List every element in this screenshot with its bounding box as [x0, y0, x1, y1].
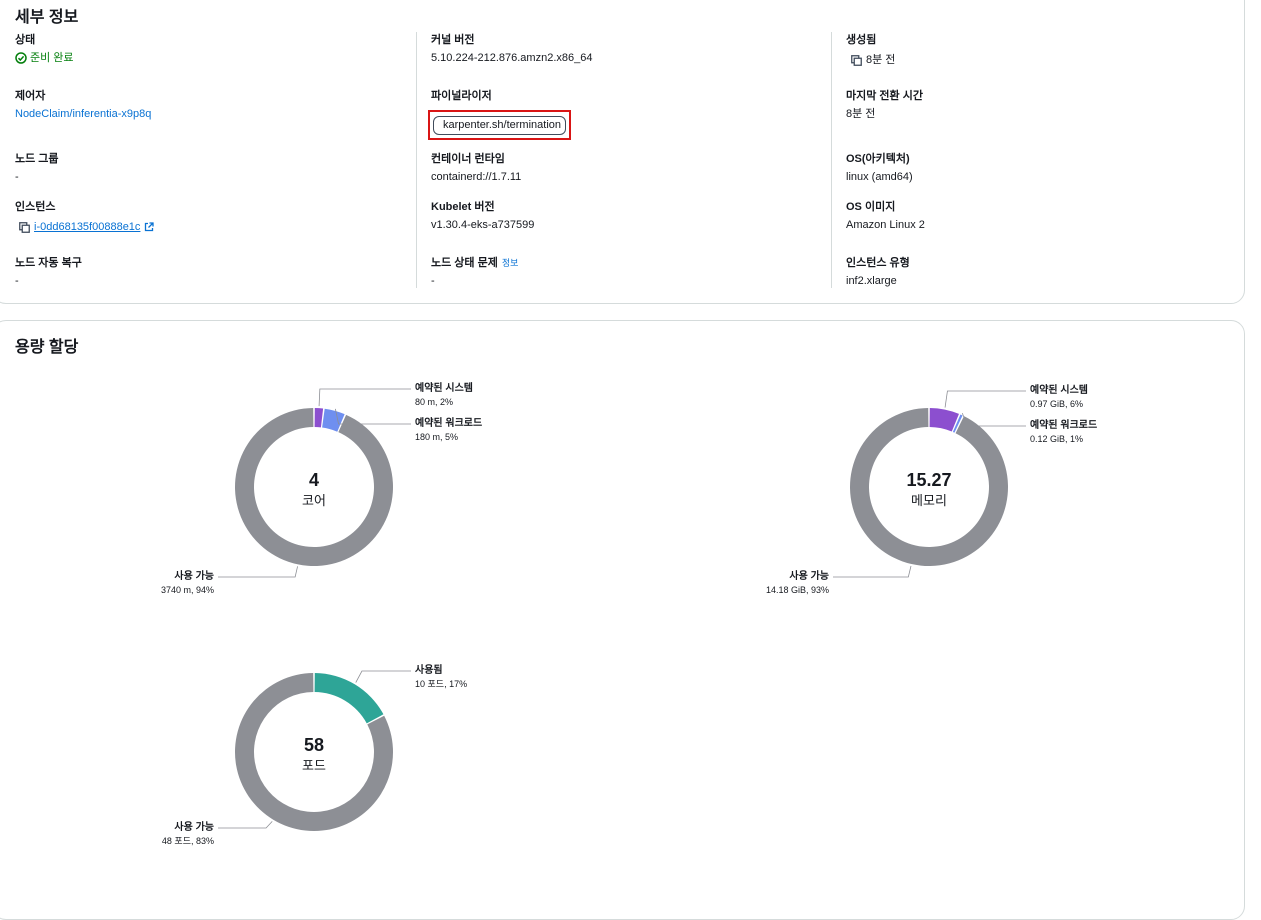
cpu-segment-2[interactable] — [322, 408, 345, 432]
cpu-segment-value: 3740 m, 94% — [161, 585, 214, 595]
external-link-icon[interactable] — [144, 222, 155, 232]
field-label: 노드 그룹 — [15, 153, 59, 165]
memory-segment-name: 예약된 워크로드 — [1030, 418, 1097, 431]
field-health-issues: 노드 상태 문제 정보 - — [431, 256, 518, 288]
info-link[interactable]: 정보 — [501, 258, 519, 268]
memory-segment-name: 예약된 시스템 — [1030, 383, 1088, 396]
pods-donut-chart: 사용됨 10 포드, 17% 사용 가능 48 포드, 83% 58 포드 — [162, 663, 467, 846]
field-label: 제어자 — [15, 90, 46, 102]
controller-link[interactable]: NodeClaim/inferentia-x9p8q — [15, 108, 152, 120]
pods-center-value: 58 — [304, 735, 324, 755]
column-divider — [831, 32, 832, 288]
field-label: OS 이미지 — [846, 201, 896, 213]
field-value: - — [15, 171, 19, 183]
created-value: 8분 전 — [846, 53, 895, 67]
memory-segment-value: 0.97 GiB, 6% — [1030, 399, 1083, 409]
instance-link[interactable]: i-0dd68135f00888e1c — [34, 221, 141, 233]
success-check-icon — [15, 52, 27, 64]
cpu-leader-line-1 — [318, 388, 411, 407]
finalizer-highlight: karpenter.sh/termination — [428, 110, 572, 140]
details-title: 세부 정보 — [15, 9, 79, 26]
memory-segment-value: 0.12 GiB, 1% — [1030, 434, 1083, 444]
pods-segment-name: 사용 가능 — [174, 820, 214, 833]
field-created: 생성됨 8분 전 — [846, 33, 895, 67]
field-label: OS(아키텍처) — [846, 153, 910, 165]
pods-segment-1[interactable] — [314, 673, 384, 724]
field-label: 마지막 전환 시간 — [846, 90, 923, 102]
field-kernel: 커널 버전 5.10.224-212.876.amzn2.x86_64 — [431, 33, 592, 65]
memory-donut-chart: 예약된 시스템 0.97 GiB, 6% 예약된 워크로드 0.12 GiB, 1% 사… — [766, 383, 1097, 595]
field-auto-repair: 노드 자동 복구 - — [15, 256, 82, 288]
memory-segment-1[interactable] — [929, 408, 959, 432]
pods-segment-value: 48 포드, 83% — [162, 836, 214, 846]
capacity-charts: 예약된 시스템 80 m, 2% 예약된 워크로드 180 m, 5% 사용 가능 374… — [161, 381, 1097, 846]
field-last-transition: 마지막 전환 시간 8분 전 — [846, 89, 923, 121]
field-os-arch: OS(아키텍처) linux (amd64) — [846, 152, 913, 184]
field-value: v1.30.4-eks-a737599 — [431, 219, 535, 231]
field-label: 인스턴스 유형 — [846, 257, 910, 269]
cpu-segment-value: 180 m, 5% — [415, 432, 458, 442]
pods-segment-name: 사용됨 — [415, 663, 443, 676]
field-instance-type: 인스턴스 유형 inf2.xlarge — [846, 256, 910, 288]
instance-value: i-0dd68135f00888e1c — [15, 220, 155, 234]
field-label: 생성됨 — [846, 34, 877, 46]
field-finalizer: 파이널라이저 karpenter.sh/termination — [428, 89, 572, 140]
pods-center-unit: 포드 — [302, 758, 326, 773]
field-label: 상태 — [15, 34, 36, 46]
copy-icon[interactable] — [19, 221, 30, 233]
field-value: inf2.xlarge — [846, 275, 897, 287]
cpu-leader-line-3 — [218, 566, 298, 578]
memory-leader-line-3 — [833, 565, 912, 578]
field-kubelet: Kubelet 버전 v1.30.4-eks-a737599 — [431, 200, 534, 232]
memory-segment-2[interactable] — [952, 414, 963, 433]
field-value: - — [431, 275, 435, 287]
health-issues-label: 노드 상태 문제 — [431, 257, 498, 269]
field-label: 인스턴스 — [15, 201, 56, 213]
cpu-segment-value: 80 m, 2% — [415, 397, 453, 407]
field-value: linux (amd64) — [846, 171, 913, 183]
field-label: 노드 상태 문제 정보 — [431, 256, 518, 270]
finalizer-badge: karpenter.sh/termination — [433, 116, 567, 135]
details-card — [0, 0, 1245, 304]
status-text: 준비 완료 — [30, 52, 74, 64]
field-status: 상태 준비 완료 — [15, 33, 74, 65]
field-label: Kubelet 버전 — [431, 201, 495, 213]
memory-segment-name: 사용 가능 — [789, 569, 829, 582]
field-container-runtime: 컨테이너 런타임 containerd://1.7.11 — [431, 152, 521, 184]
memory-center-value: 15.27 — [906, 470, 951, 490]
memory-center-unit: 메모리 — [911, 493, 947, 508]
cpu-segment-name: 사용 가능 — [174, 569, 214, 582]
field-value: containerd://1.7.11 — [431, 171, 522, 183]
pods-segment-value: 10 포드, 17% — [415, 679, 467, 689]
column-divider — [416, 32, 417, 288]
field-label: 컨테이너 런타임 — [431, 153, 505, 165]
memory-leader-line-1 — [944, 390, 1026, 408]
cpu-donut-chart: 예약된 시스템 80 m, 2% 예약된 워크로드 180 m, 5% 사용 가능 374… — [161, 381, 482, 595]
cpu-center-unit: 코어 — [302, 493, 326, 508]
pods-leader-line-1 — [355, 670, 411, 683]
field-label: 파이널라이저 — [431, 90, 492, 102]
cpu-segment-1[interactable] — [314, 408, 324, 428]
cpu-leader-line-2 — [334, 408, 411, 425]
field-value: 8분 전 — [846, 108, 876, 120]
capacity-title: 용량 할당 — [15, 339, 79, 356]
created-text: 8분 전 — [866, 54, 896, 66]
pods-leader-line-2 — [218, 821, 273, 829]
cpu-segment-name: 예약된 시스템 — [415, 381, 473, 394]
field-instance: 인스턴스 i-0dd68135f00888e1c — [15, 200, 155, 234]
field-controller: 제어자 NodeClaim/inferentia-x9p8q — [15, 89, 151, 121]
cpu-segment-name: 예약된 워크로드 — [415, 416, 482, 429]
field-node-group: 노드 그룹 - — [15, 152, 59, 184]
field-value: 5.10.224-212.876.amzn2.x86_64 — [431, 52, 593, 64]
copy-icon[interactable] — [851, 54, 862, 66]
field-label: 노드 자동 복구 — [15, 257, 82, 269]
memory-segment-value: 14.18 GiB, 93% — [766, 585, 829, 595]
field-label: 커널 버전 — [431, 34, 475, 46]
cpu-center-value: 4 — [309, 470, 319, 490]
status-value: 준비 완료 — [15, 51, 74, 65]
field-value: Amazon Linux 2 — [846, 219, 925, 231]
field-value: - — [15, 275, 19, 287]
field-os-image: OS 이미지 Amazon Linux 2 — [846, 200, 925, 232]
